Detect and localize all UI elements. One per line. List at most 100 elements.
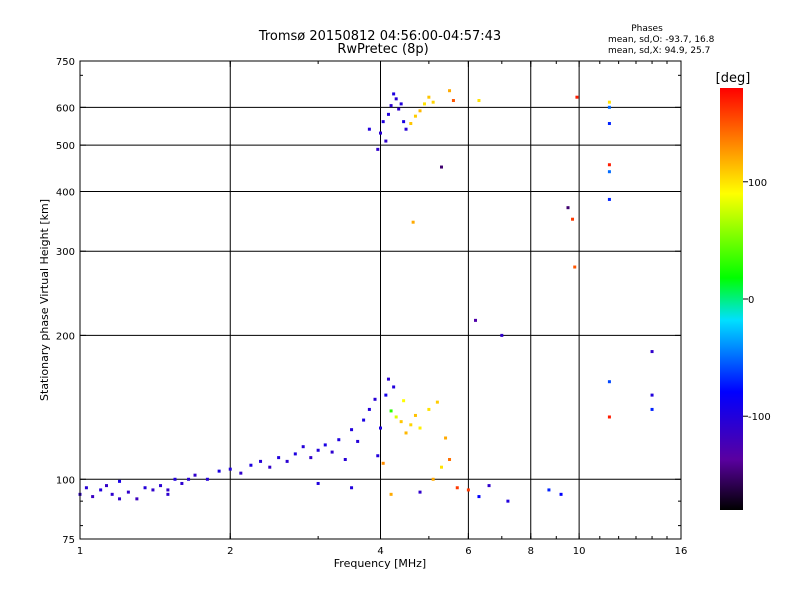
x-tick-label: 10 [573, 546, 586, 557]
data-point [427, 407, 431, 411]
data-point [384, 393, 388, 397]
data-point [559, 492, 563, 496]
data-point [228, 467, 232, 471]
data-point [217, 469, 221, 473]
y-axis-label: Stationary phase Virtual Height [km] [38, 199, 51, 401]
x-tick-label: 2 [227, 546, 233, 557]
data-point [389, 492, 393, 496]
data-point [151, 488, 155, 492]
data-point [409, 423, 413, 427]
data-points [78, 89, 654, 503]
data-point [451, 99, 455, 103]
data-point [362, 418, 366, 422]
data-point [575, 95, 579, 99]
x-tick-label: 16 [675, 546, 688, 557]
data-point [573, 265, 577, 269]
data-point [166, 492, 170, 496]
x-tick-label: 4 [377, 546, 383, 557]
phases-title: Phases [631, 24, 663, 34]
data-point [386, 377, 390, 381]
data-point [104, 484, 108, 488]
data-point [422, 102, 426, 106]
data-point [389, 409, 393, 413]
data-point [376, 454, 380, 458]
data-point [394, 97, 398, 101]
chart-title-group: Tromsø 20150812 04:56:00-04:57:43 RwPret… [258, 29, 501, 57]
data-point [547, 488, 551, 492]
data-point [376, 147, 380, 151]
data-point [259, 459, 263, 463]
data-point [473, 318, 477, 322]
data-point [356, 439, 360, 443]
data-point [293, 452, 297, 456]
chart-title: Tromsø 20150812 04:56:00-04:57:43 [258, 29, 501, 44]
data-point [440, 465, 444, 469]
data-point [413, 114, 417, 118]
data-point [413, 413, 417, 417]
colorbar-tick-label: -100 [748, 412, 771, 423]
data-point [91, 495, 95, 499]
data-point [277, 456, 281, 460]
data-point [418, 426, 422, 430]
colorbar-gradient [720, 88, 743, 510]
y-tick-label: 300 [56, 247, 75, 258]
y-tick-label: 500 [56, 141, 75, 152]
data-point [607, 197, 611, 201]
colorbar-ticks: 100 0 -100 [743, 178, 771, 423]
data-point [435, 400, 439, 404]
x-tick-label: 8 [528, 546, 534, 557]
data-point [193, 473, 197, 477]
data-point [571, 217, 575, 221]
data-point [566, 206, 570, 210]
data-point [397, 107, 401, 111]
data-point [166, 488, 170, 492]
data-point [187, 477, 191, 481]
data-point [118, 497, 122, 501]
data-point [392, 92, 396, 96]
data-point [118, 479, 122, 483]
data-point [607, 163, 611, 167]
x-axis: 1 2 4 6 8 10 16 [77, 61, 688, 557]
data-point [384, 139, 388, 143]
data-point [477, 495, 481, 499]
data-point [399, 102, 403, 106]
data-point [455, 486, 459, 490]
data-point [135, 497, 139, 501]
colorbar: [deg] 100 0 -100 [716, 71, 771, 510]
data-point [301, 445, 305, 449]
data-point [404, 127, 408, 131]
data-point [180, 481, 184, 485]
data-point [650, 407, 654, 411]
data-point [409, 122, 413, 126]
data-point [607, 122, 611, 126]
data-point [427, 95, 431, 99]
phases-line-o: mean, sd,O: -93.7, 16.8 [608, 35, 715, 45]
colorbar-tick-label: 100 [748, 178, 767, 189]
data-point [126, 490, 130, 494]
data-point [143, 486, 147, 490]
colorbar-label: [deg] [716, 71, 751, 86]
data-point [431, 477, 435, 481]
data-point [448, 89, 452, 93]
data-point [379, 131, 382, 135]
phases-box: Phases mean, sd,O: -93.7, 16.8 mean, sd,… [608, 24, 715, 56]
data-point [239, 471, 243, 475]
data-point [373, 397, 377, 401]
data-point [350, 428, 354, 432]
data-point [607, 100, 611, 104]
data-point [607, 415, 611, 419]
data-point [381, 120, 385, 124]
data-point [381, 461, 385, 465]
data-point [316, 481, 320, 485]
data-point [367, 127, 371, 131]
y-tick-label: 750 [56, 57, 75, 68]
data-point [316, 448, 320, 452]
data-point [466, 488, 470, 492]
data-point [440, 165, 444, 169]
data-point [99, 488, 103, 492]
data-point [285, 459, 289, 463]
data-point [607, 170, 611, 174]
y-axis: 75 100 200 300 400 500 600 750 [56, 57, 681, 546]
data-point [418, 109, 422, 113]
